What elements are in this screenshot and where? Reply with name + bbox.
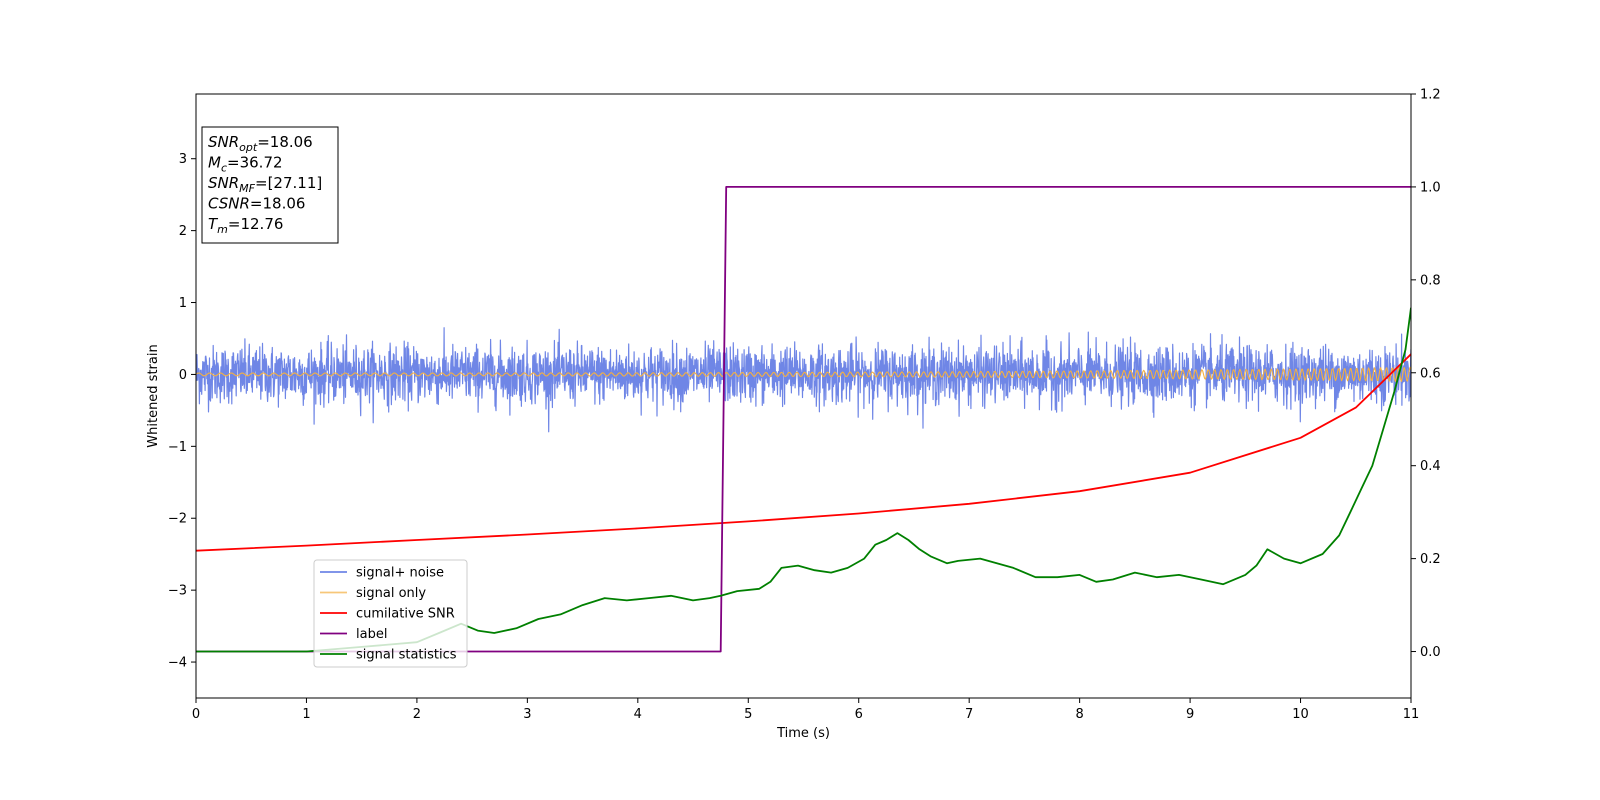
x-tick-label: 6 [855, 707, 863, 722]
x-tick-label: 8 [1075, 707, 1083, 722]
annotation-line: SNRopt=18.06 [208, 133, 313, 154]
x-axis: 0 1 2 3 4 5 6 7 8 9 10 11 [192, 698, 1419, 722]
series-line-signal-noise [196, 327, 1411, 433]
y-right-tick-label: 0.2 [1420, 552, 1441, 567]
y-right-tick-label: 0.4 [1420, 459, 1441, 474]
right-y-axis: 1.2 1.0 0.8 0.6 0.4 0.2 0.0 [1411, 88, 1441, 660]
y-right-tick-label: 0.0 [1420, 645, 1441, 660]
legend-item: label [320, 627, 387, 642]
y-left-tick-label: 2 [179, 224, 187, 239]
legend: signal+ noise signal only cumilative SNR la… [313, 559, 468, 668]
y-left-tick-label: 3 [179, 152, 187, 167]
annotation-line: SNRMF=[27.11] [208, 174, 322, 195]
x-tick-label: 1 [302, 707, 310, 722]
y-axis-label: Whitened strain [146, 344, 161, 447]
legend-label: signal statistics [356, 648, 457, 663]
y-left-tick-label: −2 [168, 512, 187, 527]
x-tick-label: 9 [1186, 707, 1194, 722]
stats-annotation-box: SNRopt=18.06Mc=36.72SNRMF=[27.11]CSNR=18… [201, 126, 339, 244]
annotation-line: Mc=36.72 [208, 154, 283, 175]
y-right-tick-label: 0.8 [1420, 273, 1441, 288]
legend-item: cumilative SNR [320, 607, 455, 622]
y-left-tick-label: −4 [168, 656, 187, 671]
series-line-signal-statistics [196, 307, 1411, 653]
y-right-tick-label: 1.0 [1420, 180, 1441, 195]
legend-label: signal+ noise [356, 566, 444, 581]
x-tick-label: 10 [1292, 707, 1309, 722]
x-tick-label: 5 [744, 707, 752, 722]
x-tick-label: 0 [192, 707, 200, 722]
x-axis-label: Time (s) [776, 726, 830, 741]
legend-item: signal statistics [320, 648, 457, 663]
x-tick-label: 4 [634, 707, 642, 722]
x-tick-label: 7 [965, 707, 973, 722]
legend-item: signal only [320, 586, 426, 601]
y-right-tick-label: 1.2 [1420, 88, 1441, 103]
y-left-tick-label: 1 [179, 296, 187, 311]
annotation-line: Tm=12.76 [208, 215, 283, 236]
annotation-line: CSNR=18.06 [208, 195, 305, 213]
x-tick-label: 2 [413, 707, 421, 722]
legend-item: signal+ noise [320, 566, 444, 581]
legend-label: label [356, 627, 387, 642]
y-left-tick-label: −1 [168, 440, 187, 455]
y-left-tick-label: −3 [168, 584, 187, 599]
y-left-tick-label: 0 [179, 368, 187, 383]
legend-label: signal only [356, 586, 426, 601]
axes-frame [195, 93, 1412, 699]
series-line-signal-only [196, 366, 1411, 382]
legend-label: cumilative SNR [356, 607, 455, 622]
series-line-cumilative-snr [196, 353, 1411, 552]
y-right-tick-label: 0.6 [1420, 366, 1441, 381]
x-tick-label: 3 [523, 707, 531, 722]
left-y-axis: 3 2 1 0 −1 −2 −3 −4 [168, 152, 196, 671]
x-tick-label: 11 [1403, 707, 1420, 722]
